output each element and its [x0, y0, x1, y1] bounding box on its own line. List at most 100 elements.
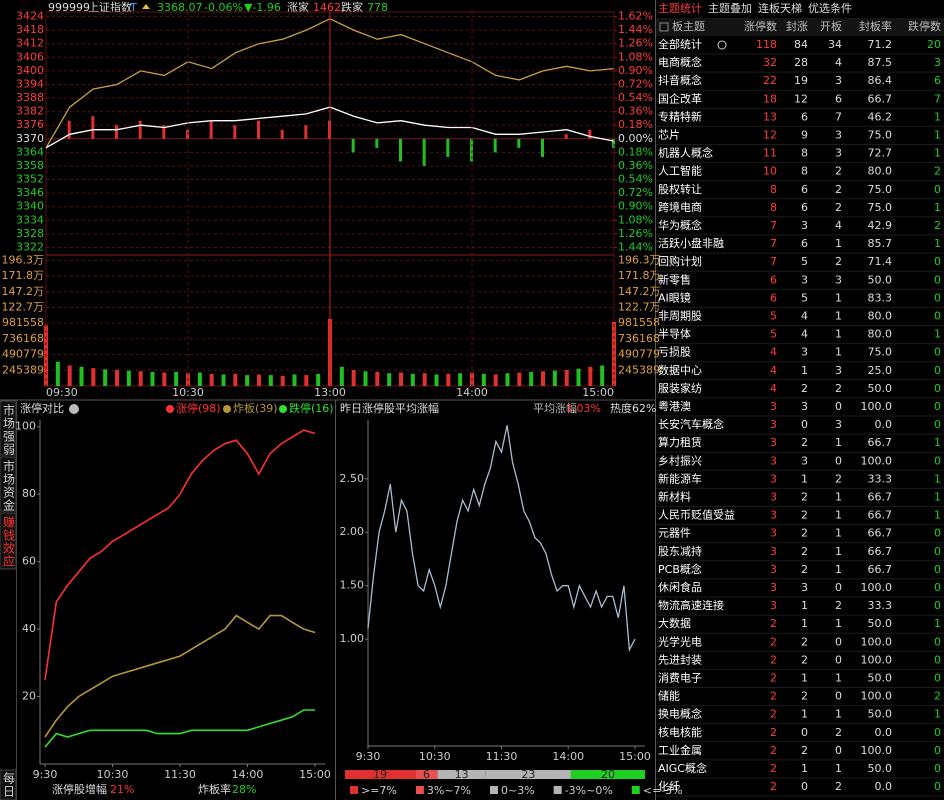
table-cell[interactable]: 跨境电商 [658, 200, 702, 214]
table-cell: 50.0 [868, 273, 893, 286]
table-cell[interactable]: 新材料 [658, 490, 691, 504]
table-cell[interactable]: 新能源车 [658, 471, 702, 485]
table-cell[interactable]: 长安汽车概念 [658, 417, 724, 431]
table-cell[interactable]: AI眼镜 [658, 290, 691, 304]
table-cell: 13 [763, 110, 777, 123]
table-cell[interactable]: 储能 [658, 689, 680, 703]
table-cell: 0 [934, 291, 941, 304]
table-cell[interactable]: 回购计划 [658, 254, 702, 268]
column-header[interactable]: 封板率 [859, 19, 892, 33]
table-cell[interactable]: 电商概念 [658, 55, 702, 69]
table-cell: 19 [794, 74, 808, 87]
table-cell[interactable]: 粤港澳 [658, 399, 691, 413]
table-cell[interactable]: 亏损股 [658, 345, 691, 359]
table-cell[interactable]: 芯片 [658, 128, 680, 142]
side-tab-label[interactable]: 市场资金 [2, 459, 16, 512]
table-cell[interactable]: 换电概念 [658, 707, 702, 721]
table-cell: 0 [934, 726, 941, 739]
table-cell: 2 [801, 744, 808, 757]
table-tab[interactable]: 主题统计 [658, 2, 702, 15]
table-cell[interactable]: 休闲食品 [658, 580, 702, 594]
table-cell[interactable]: 消费电子 [658, 671, 702, 685]
volume-bar [481, 373, 486, 386]
table-cell: 83.3 [868, 291, 893, 304]
table-cell: 3 [835, 129, 842, 142]
table-cell: 7 [934, 92, 941, 105]
volume-bar [245, 375, 250, 386]
column-header[interactable]: 跌停数 [908, 19, 941, 33]
table-cell: 2 [801, 509, 808, 522]
table-cell[interactable]: 人民币贬值受益 [658, 508, 735, 522]
volume-bar [292, 374, 297, 386]
breadth-bar [612, 138, 615, 148]
y2-tick-label: 0.00% [618, 132, 653, 145]
side-tab-label[interactable]: 赚钱效应 [2, 515, 16, 568]
table-cell[interactable]: 专精特新 [658, 109, 702, 123]
info-icon[interactable] [69, 404, 79, 414]
table-cell: 0 [934, 744, 941, 757]
column-header[interactable]: 封涨 [786, 19, 808, 33]
column-header[interactable]: 开板 [820, 19, 842, 33]
breadth-bar [280, 129, 284, 139]
table-cell[interactable]: 乡村振兴 [658, 453, 702, 467]
table-cell: 0 [835, 744, 842, 757]
table-cell: 3 [835, 74, 842, 87]
table-cell[interactable]: 新零售 [658, 272, 691, 286]
index-price: 3368.07 [157, 1, 203, 14]
table-cell: 1 [835, 491, 842, 504]
table-cell[interactable]: 非周期股 [658, 310, 702, 323]
table-cell: 2 [835, 183, 842, 196]
side-tab[interactable] [0, 512, 17, 570]
table-cell[interactable]: 物流高速连接 [658, 598, 724, 612]
table-cell[interactable]: 先进封装 [658, 652, 702, 666]
table-cell: 9 [801, 129, 808, 142]
column-header[interactable]: 涨停数 [744, 19, 777, 33]
column-header[interactable]: 板主题 [672, 19, 705, 33]
table-cell[interactable]: 化纤 [658, 779, 680, 793]
table-cell[interactable]: 核电核能 [658, 725, 702, 739]
volume-bar [529, 371, 534, 386]
table-tab[interactable]: 主题叠加 [708, 2, 752, 15]
table-cell[interactable]: AIGC概念 [658, 761, 707, 775]
y-tick-label: 3382 [16, 105, 44, 118]
table-cell[interactable]: 数据中心 [658, 363, 702, 377]
side-tab-label[interactable]: 市场强弱 [2, 403, 16, 456]
table-cell[interactable]: 半导体 [658, 327, 691, 341]
table-tab[interactable]: 优选条件 [808, 1, 852, 15]
down-count: 778 [367, 1, 388, 14]
breadth-bar [209, 120, 213, 139]
table-cell[interactable]: 工业金属 [658, 743, 702, 757]
distribution-segment [485, 770, 571, 779]
table-cell: 3 [801, 400, 808, 413]
side-tab[interactable] [0, 769, 17, 800]
table-cell: 5 [770, 328, 777, 341]
table-cell[interactable]: 股权转让 [658, 182, 702, 196]
table-cell[interactable]: 大数据 [658, 616, 691, 630]
side-tab[interactable] [0, 400, 17, 456]
table-cell[interactable]: 活跃小盘非融 [658, 236, 724, 250]
table-cell[interactable]: PCB概念 [658, 562, 702, 576]
table-cell[interactable]: 全部统计 [658, 37, 702, 51]
table-cell: 0 [934, 346, 941, 359]
table-cell[interactable]: 股东减持 [658, 544, 702, 558]
table-cell: 3 [770, 545, 777, 558]
table-cell[interactable]: 人工智能 [658, 164, 702, 178]
table-cell: 2 [934, 219, 941, 232]
table-cell[interactable]: 服装家纺 [658, 381, 702, 395]
y-tick-label: 20 [22, 690, 36, 703]
table-cell[interactable]: 算力租赁 [658, 435, 702, 449]
table-cell[interactable]: 国企改革 [658, 91, 702, 105]
table-cell[interactable]: 光学光电 [658, 634, 702, 648]
table-cell[interactable]: 元器件 [658, 527, 691, 540]
footer-label: 炸板率 [198, 782, 231, 796]
table-cell[interactable]: 抖音概念 [658, 73, 702, 87]
table-cell[interactable]: 华为概念 [658, 218, 702, 232]
volume-bar [257, 374, 261, 386]
side-tab[interactable] [0, 456, 17, 512]
side-tab-label[interactable]: 每日 [2, 771, 16, 798]
table-tab[interactable]: 连板天梯 [758, 1, 802, 15]
table-cell: 6 [801, 201, 808, 214]
table-cell[interactable]: 机器人概念 [658, 146, 713, 160]
table-cell: 1 [934, 491, 941, 504]
up-label: 涨家 [287, 0, 309, 14]
